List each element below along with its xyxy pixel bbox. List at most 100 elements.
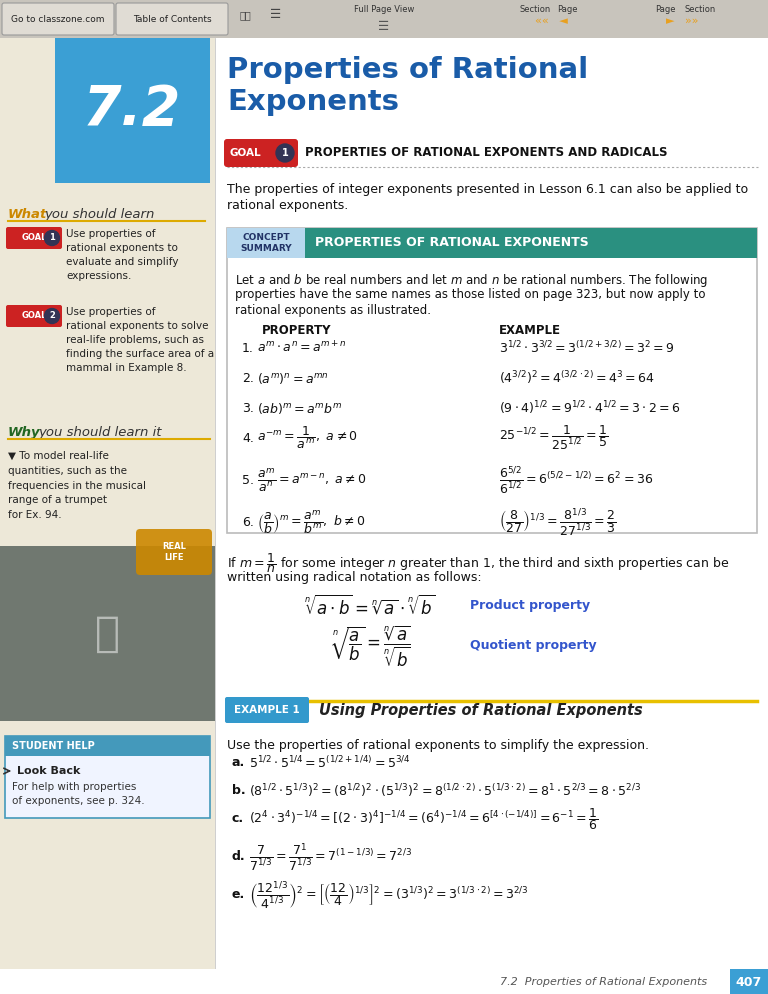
Text: Use properties of
rational exponents to solve
real-life problems, such as
findin: Use properties of rational exponents to …: [66, 307, 214, 373]
Text: GOAL: GOAL: [22, 234, 48, 243]
Text: 7.2  Properties of Rational Exponents: 7.2 Properties of Rational Exponents: [500, 977, 707, 987]
Text: Use the properties of rational exponents to simplify the expression.: Use the properties of rational exponents…: [227, 739, 649, 752]
Text: 2: 2: [49, 311, 55, 320]
Text: GOAL: GOAL: [229, 148, 261, 158]
Text: b.: b.: [232, 784, 246, 797]
Text: EXAMPLE 1: EXAMPLE 1: [234, 705, 300, 715]
Text: properties have the same names as those listed on page 323, but now apply to: properties have the same names as those …: [235, 288, 706, 301]
Text: ►   »»: ► »»: [666, 16, 698, 26]
Text: Using Properties of Rational Exponents: Using Properties of Rational Exponents: [319, 703, 643, 718]
Text: ▼ To model real-life
quantities, such as the
frequencies in the musical
range of: ▼ To model real-life quantities, such as…: [8, 451, 146, 520]
Text: EXAMPLE: EXAMPLE: [499, 324, 561, 337]
Text: you should learn it: you should learn it: [38, 426, 161, 439]
Text: you should learn: you should learn: [44, 208, 154, 221]
Text: $\dfrac{a^m}{a^n} = a^{m-n},\ a \neq 0$: $\dfrac{a^m}{a^n} = a^{m-n},\ a \neq 0$: [257, 466, 367, 494]
Text: 1: 1: [282, 148, 288, 158]
Bar: [227, 228, 757, 533]
Bar: [0, 38, 215, 994]
Text: $\sqrt[n]{\dfrac{a}{b}} = \dfrac{\sqrt[n]{a}}{\sqrt[n]{b}}$: $\sqrt[n]{\dfrac{a}{b}} = \dfrac{\sqrt[n…: [329, 623, 410, 669]
Text: $a^m \cdot a^n = a^{m+n}$: $a^m \cdot a^n = a^{m+n}$: [257, 340, 347, 356]
Text: $\sqrt[n]{a \cdot b} = \sqrt[n]{a} \cdot \sqrt[n]{b}$: $\sqrt[n]{a \cdot b} = \sqrt[n]{a} \cdot…: [304, 594, 435, 618]
FancyBboxPatch shape: [224, 139, 298, 167]
Text: $\left(\dfrac{8}{27}\right)^{1/3} = \dfrac{8^{1/3}}{27^{1/3}} = \dfrac{2}{3}$: $\left(\dfrac{8}{27}\right)^{1/3} = \dfr…: [499, 506, 617, 538]
Text: 1: 1: [49, 234, 55, 243]
Text: Look Back: Look Back: [17, 766, 81, 776]
FancyBboxPatch shape: [116, 3, 228, 35]
Bar: [0, 969, 768, 994]
FancyBboxPatch shape: [2, 3, 114, 35]
Text: Table of Contents: Table of Contents: [133, 15, 211, 24]
Text: $3^{1/2} \cdot 3^{3/2} = 3^{(1/2 + 3/2)} = 3^2 = 9$: $3^{1/2} \cdot 3^{3/2} = 3^{(1/2 + 3/2)}…: [499, 340, 674, 356]
Text: $(a^m)^n = a^{mn}$: $(a^m)^n = a^{mn}$: [257, 371, 329, 386]
Text: If $m = \dfrac{1}{n}$ for some integer $n$ greater than 1, the third and sixth p: If $m = \dfrac{1}{n}$ for some integer $…: [227, 551, 730, 575]
Text: $\dfrac{7}{7^{1/3}} = \dfrac{7^1}{7^{1/3}} = 7^{(1 - 1/3)} = 7^{2/3}$: $\dfrac{7}{7^{1/3}} = \dfrac{7^1}{7^{1/3…: [249, 841, 412, 873]
Text: Product property: Product property: [470, 599, 590, 612]
Text: d.: d.: [232, 851, 246, 864]
Text: $5^{1/2} \cdot 5^{1/4} = 5^{(1/2 + 1/4)} = 5^{3/4}$: $5^{1/2} \cdot 5^{1/4} = 5^{(1/2 + 1/4)}…: [249, 755, 411, 771]
Text: c.: c.: [232, 812, 244, 825]
Text: Section: Section: [519, 5, 551, 14]
Text: Go to classzone.com: Go to classzone.com: [12, 15, 104, 24]
Text: Page: Page: [557, 5, 578, 14]
Text: ««   ◄: «« ◄: [535, 16, 568, 26]
FancyBboxPatch shape: [6, 227, 62, 249]
Text: $25^{-1/2} = \dfrac{1}{25^{1/2}} = \dfrac{1}{5}$: $25^{-1/2} = \dfrac{1}{25^{1/2}} = \dfra…: [499, 424, 609, 452]
Text: Section: Section: [684, 5, 716, 14]
Text: Use properties of
rational exponents to
evaluate and simplify
expressions.: Use properties of rational exponents to …: [66, 229, 178, 281]
Text: GOAL: GOAL: [22, 311, 48, 320]
Text: Why: Why: [8, 426, 41, 439]
Text: 3.: 3.: [242, 402, 254, 414]
Text: 1.: 1.: [242, 342, 254, 355]
Text: PROPERTIES OF RATIONAL EXPONENTS AND RADICALS: PROPERTIES OF RATIONAL EXPONENTS AND RAD…: [305, 146, 667, 159]
Text: Let $a$ and $b$ be real numbers and let $m$ and $n$ be rational numbers. The fol: Let $a$ and $b$ be real numbers and let …: [235, 272, 708, 289]
Text: 407: 407: [736, 975, 762, 988]
Text: a.: a.: [232, 756, 245, 769]
Text: $(2^4 \cdot 3^4)^{-1/4} = [(2 \cdot 3)^4]^{-1/4} = (6^4)^{-1/4} = 6^{[4 \cdot (-: $(2^4 \cdot 3^4)^{-1/4} = [(2 \cdot 3)^4…: [249, 806, 598, 832]
Text: PROPERTIES OF RATIONAL EXPONENTS: PROPERTIES OF RATIONAL EXPONENTS: [315, 237, 589, 249]
Text: REAL
LIFE: REAL LIFE: [162, 543, 186, 562]
FancyBboxPatch shape: [225, 697, 309, 723]
Text: 5.: 5.: [242, 473, 254, 486]
Text: $(4^{3/2})^2 = 4^{(3/2 \cdot 2)} = 4^3 = 64$: $(4^{3/2})^2 = 4^{(3/2 \cdot 2)} = 4^3 =…: [499, 370, 655, 387]
Text: What: What: [8, 208, 48, 221]
Text: rational exponents as illustrated.: rational exponents as illustrated.: [235, 304, 431, 317]
Text: e.: e.: [232, 889, 245, 902]
Bar: [215, 38, 768, 994]
Text: rational exponents.: rational exponents.: [227, 199, 348, 212]
Text: 2.: 2.: [242, 372, 254, 385]
Text: 7.2: 7.2: [83, 83, 181, 137]
Text: 4.: 4.: [242, 431, 254, 444]
Text: 📯: 📯: [95, 612, 120, 654]
Circle shape: [45, 308, 59, 323]
Text: $\left(\dfrac{12^{1/3}}{4^{1/3}}\right)^2 = \left[\left(\dfrac{12}{4}\right)^{1/: $\left(\dfrac{12^{1/3}}{4^{1/3}}\right)^…: [249, 879, 529, 911]
Text: $(8^{1/2} \cdot 5^{1/3})^2 = (8^{1/2})^2 \cdot (5^{1/3})^2 = 8^{(1/2 \cdot 2)} \: $(8^{1/2} \cdot 5^{1/3})^2 = (8^{1/2})^2…: [249, 782, 641, 799]
FancyBboxPatch shape: [6, 305, 62, 327]
Text: 6.: 6.: [242, 516, 254, 529]
Text: $(ab)^m = a^m b^m$: $(ab)^m = a^m b^m$: [257, 401, 343, 415]
Bar: [227, 228, 757, 258]
Text: For help with properties
of exponents, see p. 324.: For help with properties of exponents, s…: [12, 782, 144, 806]
Bar: [227, 228, 305, 258]
Text: Page: Page: [655, 5, 675, 14]
Bar: [0, 0, 768, 38]
Text: $\dfrac{6^{5/2}}{6^{1/2}} = 6^{(5/2 - 1/2)} = 6^2 = 36$: $\dfrac{6^{5/2}}{6^{1/2}} = 6^{(5/2 - 1/…: [499, 464, 654, 496]
Text: Properties of Rational: Properties of Rational: [227, 56, 588, 84]
Bar: [5, 736, 210, 818]
Text: 🔍🔍: 🔍🔍: [240, 10, 252, 20]
Bar: [730, 969, 768, 994]
FancyBboxPatch shape: [136, 529, 212, 575]
Text: $a^{-m} = \dfrac{1}{a^m},\ a \neq 0$: $a^{-m} = \dfrac{1}{a^m},\ a \neq 0$: [257, 424, 358, 451]
Bar: [5, 736, 210, 756]
Text: Quotient property: Quotient property: [470, 639, 597, 652]
Text: ☰: ☰: [270, 9, 281, 22]
Text: ☰: ☰: [379, 20, 389, 33]
Bar: [0, 546, 215, 721]
Text: Exponents: Exponents: [227, 88, 399, 116]
Text: Full Page View: Full Page View: [354, 5, 414, 14]
Text: STUDENT HELP: STUDENT HELP: [12, 741, 94, 751]
Text: PROPERTY: PROPERTY: [262, 324, 332, 337]
Text: $\left(\dfrac{a}{b}\right)^m = \dfrac{a^m}{b^m},\ b \neq 0$: $\left(\dfrac{a}{b}\right)^m = \dfrac{a^…: [257, 508, 366, 536]
Circle shape: [45, 231, 59, 246]
Text: $(9 \cdot 4)^{1/2} = 9^{1/2} \cdot 4^{1/2} = 3 \cdot 2 = 6$: $(9 \cdot 4)^{1/2} = 9^{1/2} \cdot 4^{1/…: [499, 400, 680, 416]
Text: CONCEPT
SUMMARY: CONCEPT SUMMARY: [240, 233, 292, 253]
